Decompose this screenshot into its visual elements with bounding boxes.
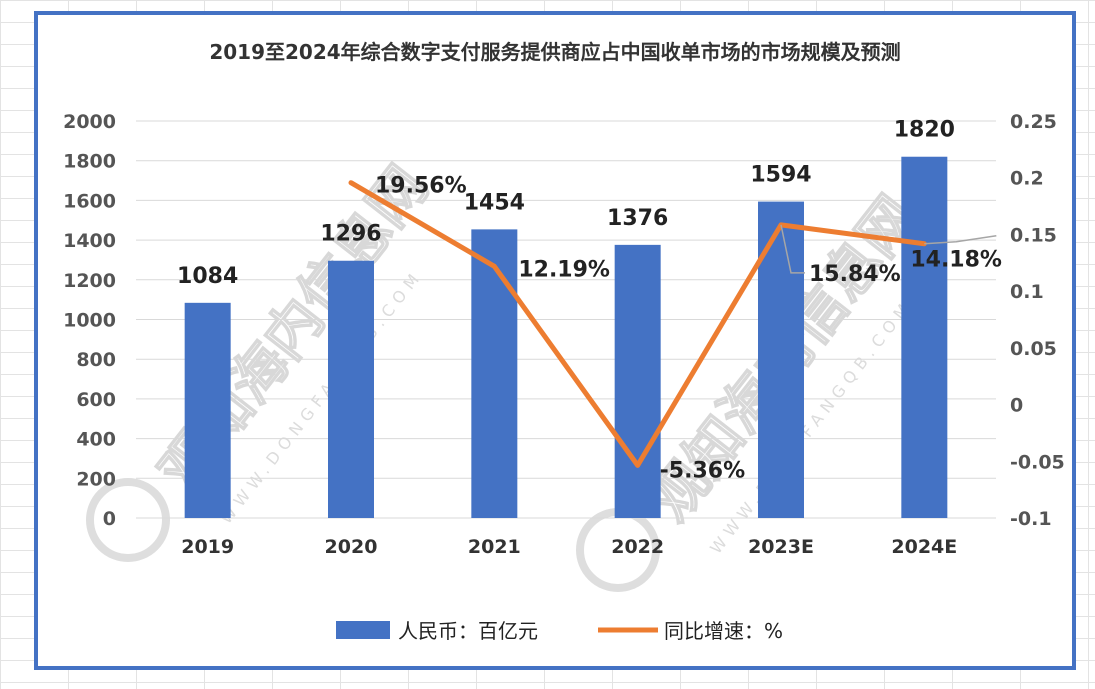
left-tick-label: 1000 [63, 310, 116, 332]
combo-chart: 观知海内信息网WWW.DONGFANGQB.COM观知海内信息网WWW.DONG… [63, 40, 1065, 643]
x-axis: 2019 2020 2021 2022 2023E 2024E [181, 536, 957, 558]
rate-value-label: 19.56% [375, 174, 467, 199]
x-tick-label: 2024E [891, 536, 957, 558]
x-tick-label: 2023E [748, 536, 814, 558]
left-tick-label: 2000 [63, 111, 116, 133]
bar [184, 302, 231, 518]
left-tick-label: 200 [76, 468, 116, 490]
left-y-axis: 0 200 400 600 800 1000 1200 1400 1600 1800 2000 [63, 111, 116, 530]
bar [328, 260, 374, 518]
rate-value-label: -5.36% [660, 458, 745, 483]
legend: 人民币：百亿元 同比增速：% [336, 619, 783, 643]
bar [471, 229, 518, 519]
left-tick-label: 400 [76, 429, 116, 451]
right-tick-label: -0.1 [1010, 508, 1052, 530]
leader-line [924, 234, 997, 245]
x-tick-label: 2022 [611, 536, 664, 558]
bar-value-label: 1084 [177, 264, 238, 289]
legend-swatch-bar [336, 621, 390, 639]
x-tick-label: 2019 [181, 536, 234, 558]
left-tick-label: 1200 [63, 270, 116, 292]
bar-value-label: 1376 [607, 206, 668, 231]
legend-label-line: 同比增速：% [664, 619, 783, 643]
right-tick-label: 0.2 [1010, 168, 1044, 190]
right-tick-label: 0.25 [1010, 111, 1057, 133]
right-y-axis: -0.1 -0.05 0 0.05 0.1 0.15 0.2 0.25 [1010, 111, 1065, 530]
left-tick-label: 800 [76, 349, 116, 371]
left-tick-label: 0 [103, 508, 116, 530]
watermark-logo-icon [86, 478, 170, 562]
bar [901, 156, 948, 519]
line-series [348, 180, 927, 468]
right-tick-label: 0.15 [1010, 224, 1057, 246]
bar [614, 244, 661, 518]
rate-value-label: 15.84% [809, 262, 901, 287]
legend-label-bar: 人民币：百亿元 [398, 619, 538, 643]
left-tick-label: 1400 [63, 230, 116, 252]
left-tick-label: 600 [76, 389, 116, 411]
right-tick-label: 0.1 [1010, 281, 1044, 303]
data-labels: 1084 1296 1454 1376 1594 1820 19.56% 12.19% -5.3… [177, 118, 1002, 484]
chart-frame: 观知海内信息网WWW.DONGFANGQB.COM观知海内信息网WWW.DONG… [34, 11, 1076, 670]
gridlines [136, 120, 996, 519]
leader-line [780, 224, 805, 274]
rate-value-label: 12.19% [518, 257, 610, 282]
right-tick-label: 0.05 [1010, 338, 1057, 360]
bar-value-label: 1594 [750, 163, 811, 188]
chart-title: 2019至2024年综合数字支付服务提供商应占中国收单市场的市场规模及预测 [209, 40, 900, 64]
right-tick-label: -0.05 [1010, 451, 1065, 473]
line-point [636, 463, 640, 467]
left-tick-label: 1600 [63, 190, 116, 212]
left-tick-label: 1800 [63, 151, 116, 173]
rate-value-label: 14.18% [910, 248, 1002, 273]
bar-value-label: 1820 [894, 118, 955, 143]
bar-value-label: 1454 [464, 190, 525, 215]
bar-value-label: 1296 [320, 222, 381, 247]
line-point [492, 264, 496, 268]
line-point [349, 181, 353, 185]
x-tick-label: 2020 [325, 536, 378, 558]
x-tick-label: 2021 [468, 536, 521, 558]
right-tick-label: 0 [1010, 395, 1023, 417]
